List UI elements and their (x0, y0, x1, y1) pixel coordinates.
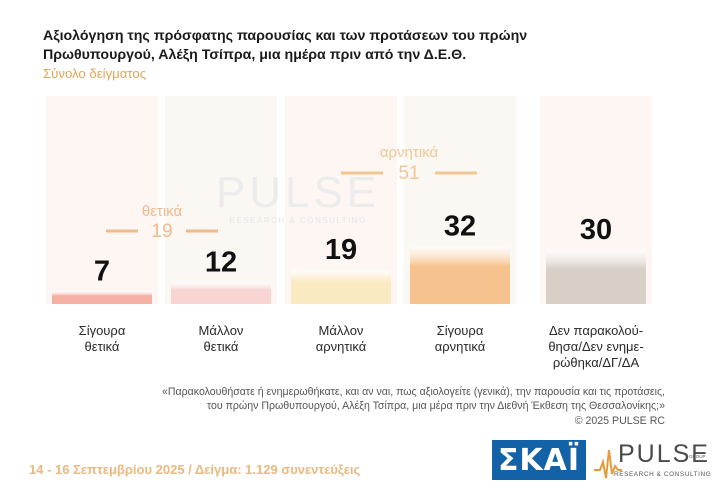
bar-background-panel (165, 96, 277, 304)
skai-logo: ΣΚΑΪ (492, 440, 586, 480)
bar-value-label: 19 (325, 234, 357, 266)
category-label: ρώθηκα/ΔΓ/ΔΑ (553, 355, 640, 370)
pulse-logo-word: PULSE (618, 440, 710, 468)
category-label: Σίγουρα (79, 323, 126, 338)
chart-title: Αξιολόγηση της πρόσφατης παρουσίας και τ… (43, 27, 663, 65)
category-label: θετικά (204, 339, 239, 354)
bar-value-label: 32 (444, 210, 476, 242)
survey-question: «Παρακολουθήσατε ή ενημερωθήκατε, και αν… (90, 386, 665, 413)
group-total: 19 (151, 221, 172, 242)
bar-background-panel (285, 96, 397, 304)
category-label: Μάλλον (199, 323, 244, 338)
bar-value-label: 30 (580, 214, 612, 246)
pulse-logo-group: GROUP (689, 454, 706, 459)
survey-footer: 14 - 16 Σεπτεμβρίου 2025 / Δείγμα: 1.129… (29, 462, 361, 477)
category-label: αρνητικά (316, 339, 367, 354)
bar-background-panel (46, 96, 158, 304)
title-line-1: Αξιολόγηση της πρόσφατης παρουσίας και τ… (43, 28, 528, 44)
category-label: θετικά (85, 339, 120, 354)
category-label: θησα/Δεν ενημε- (548, 339, 643, 354)
category-label: αρνητικά (435, 339, 486, 354)
bar (546, 250, 646, 304)
group-label: θετικά (142, 203, 183, 220)
title-line-2: Πρωθυπουργού, Αλέξη Τσίπρα, μια ημέρα πρ… (43, 47, 467, 63)
watermark-text: PULSE (216, 168, 380, 217)
bar (410, 246, 510, 304)
pulse-wave-icon (594, 449, 622, 479)
watermark-subtext: RESEARCH & CONSULTING (229, 216, 367, 225)
category-label: Μάλλον (319, 323, 364, 338)
chart-subtitle: Σύνολο δείγματος (43, 66, 147, 81)
category-label: Σίγουρα (437, 323, 484, 338)
pulse-logo: PULSE GROUP RESEARCH & CONSULTING (594, 440, 711, 484)
bar (52, 291, 152, 304)
question-line-1: «Παρακολουθήσατε ή ενημερωθήκατε, και αν… (161, 386, 665, 398)
copyright-note: © 2025 PULSE RC (574, 415, 665, 427)
pulse-logo-subtitle: RESEARCH & CONSULTING (614, 471, 712, 478)
bar-value-label: 12 (205, 246, 237, 278)
category-label: Δεν παρακολού- (549, 323, 643, 338)
bar (291, 269, 391, 304)
group-label: αρνητικά (380, 144, 439, 161)
bar-value-label: 7 (94, 255, 110, 287)
bar (171, 282, 271, 304)
question-line-2: του πρώην Πρωθυπουργού, Αλέξη Τσίπρα, μι… (206, 399, 665, 412)
group-total: 51 (398, 163, 419, 184)
skai-logo-text: ΣΚΑΪ (497, 442, 581, 478)
